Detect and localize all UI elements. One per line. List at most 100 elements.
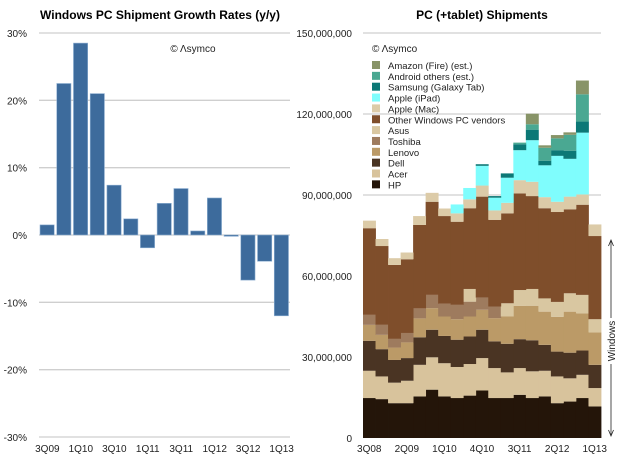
segment-1Q13 [588,406,602,438]
x-tick-label: 1Q10 [432,444,457,455]
legend-swatch [372,158,380,167]
segment-3Q10 [463,364,477,396]
segment-3Q10 [463,395,477,438]
y-tick-label: -20% [4,366,27,377]
legend-swatch [372,126,380,135]
segment-1Q11 [488,219,502,307]
legend-label: HP [388,180,401,191]
bar-1Q10 [73,42,89,236]
segment-4Q10 [475,358,489,391]
legend-swatch [372,93,380,102]
segment-1Q13 [588,364,602,389]
segment-1Q11 [488,341,502,369]
series-toshiba [363,294,502,348]
segment-1Q09 [388,347,401,360]
segment-1Q13 [588,236,602,320]
y-tick-label: -30% [4,433,27,444]
segment-3Q09 [413,396,427,438]
segment-4Q12 [575,313,589,351]
segment-3Q08 [363,340,376,371]
y-tick-label: -10% [4,298,27,309]
segment-1Q10 [438,396,452,438]
segment-2Q11 [500,177,514,203]
y-tick-label: 150,000,000 [296,29,352,40]
bar-1Q11 [140,234,155,249]
segment-1Q11 [488,306,502,319]
segment-1Q12 [538,208,552,299]
segment-3Q12 [563,352,577,379]
segment-1Q10 [438,208,452,217]
arrow-down-icon [608,429,614,438]
series-lenovo [363,305,602,365]
bar-4Q10 [123,218,139,236]
segment-1Q11 [488,398,502,438]
x-tick-label: 3Q10 [102,444,127,455]
y-tick-label: 60,000,000 [302,272,352,283]
segment-4Q08 [375,349,389,377]
segment-1Q12 [538,147,552,161]
segment-3Q12 [563,132,577,135]
segment-3Q10 [463,187,477,200]
segment-4Q09 [425,308,439,330]
right-copyright: © Λsymco [372,44,418,55]
segment-2Q10 [450,319,464,340]
series-other-windows-pc-vendors [363,193,602,339]
segment-1Q09 [388,359,401,383]
bar-3Q11 [173,188,189,236]
legend-label: Apple (Mac) [388,104,439,115]
x-tick-label: 1Q11 [136,444,160,455]
legend-swatch [372,115,380,124]
segment-2Q10 [450,204,464,214]
segment-3Q11 [513,394,527,438]
segment-2Q11 [500,213,514,304]
segment-2Q12 [550,138,564,151]
segment-2Q11 [500,173,514,178]
segment-4Q09 [425,357,439,390]
bar-2Q11 [156,203,172,236]
segment-2Q11 [500,316,514,344]
y-tick-label: 120,000,000 [296,110,352,121]
legend-label: Other Windows PC vendors [388,115,505,126]
legend-label: Samsung (Galaxy Tab) [388,83,484,94]
segment-3Q12 [563,134,577,151]
legend-swatch [372,180,380,189]
x-tick-label: 2Q09 [395,444,420,455]
segment-2Q10 [450,304,464,320]
segment-3Q11 [513,180,527,194]
segment-4Q11 [525,113,539,125]
segment-4Q12 [575,374,589,399]
segment-4Q09 [425,329,439,358]
segment-2Q12 [550,212,564,302]
segment-1Q09 [388,264,401,339]
segment-3Q11 [513,339,527,369]
segment-3Q08 [363,324,376,341]
legend-swatch [372,71,380,80]
segment-4Q11 [525,288,539,306]
legend-swatch [372,147,380,156]
segment-3Q08 [363,228,376,315]
segment-4Q10 [475,329,489,359]
segment-1Q10 [438,216,452,304]
segment-4Q08 [375,246,389,325]
series-acer [363,357,602,407]
segment-3Q09 [413,364,427,397]
bar-4Q12 [257,234,273,262]
segment-2Q09 [400,259,414,333]
bar-4Q09 [56,83,72,236]
segment-4Q10 [475,196,489,298]
x-tick-label: 1Q10 [69,444,94,455]
segment-4Q12 [575,294,589,314]
legend-label: Asus [388,126,409,137]
segment-3Q11 [513,305,527,340]
segment-1Q13 [588,388,602,407]
segment-3Q09 [413,337,427,365]
segment-1Q13 [588,319,602,333]
segment-3Q12 [563,378,577,402]
segment-4Q08 [375,324,389,335]
y-tick-label: 30,000,000 [302,353,352,364]
segment-2Q10 [450,221,464,305]
y-tick-label: 0 [346,434,352,445]
series-hp [363,389,602,438]
series-asus [463,288,602,333]
